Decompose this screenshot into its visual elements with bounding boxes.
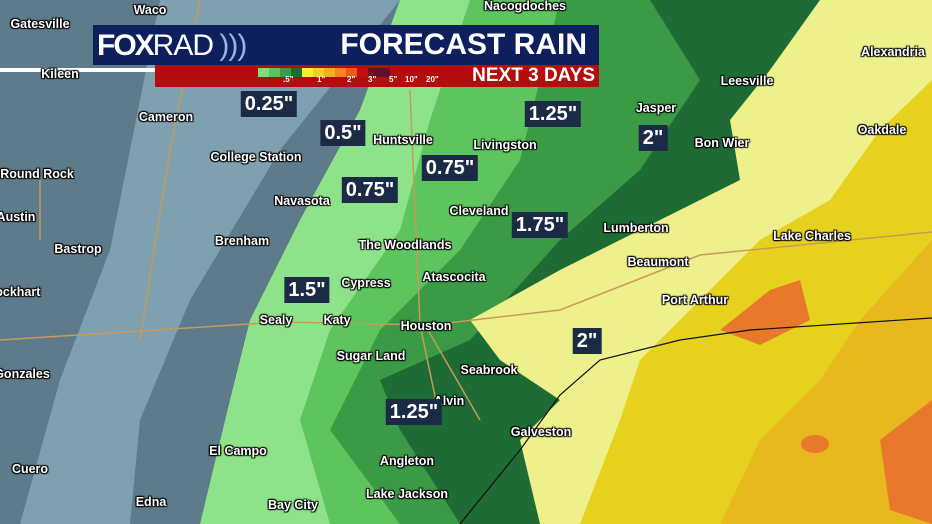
legend-swatch — [291, 68, 302, 77]
city-label: Lockhart — [0, 285, 41, 299]
rain-amount-label: 2" — [638, 125, 668, 151]
city-label: Livingston — [473, 138, 537, 152]
city-label: Sealy — [259, 313, 293, 327]
zone-west — [20, 0, 400, 524]
city-label: Gonzales — [0, 367, 50, 381]
city-label: El Campo — [209, 444, 267, 458]
coastline — [459, 317, 932, 524]
city-label: Beaumont — [627, 255, 689, 269]
rain-amount-label: 0.25" — [240, 91, 298, 117]
legend-swatch — [302, 68, 313, 77]
city-label: Navasota — [274, 194, 330, 208]
legend-swatch — [324, 68, 335, 77]
legend-swatch — [313, 68, 324, 77]
city-label: Angleton — [379, 454, 435, 468]
legend-swatch — [269, 68, 280, 77]
city-label: Bon Wier — [694, 136, 750, 150]
legend-swatch — [379, 68, 390, 77]
legend-tick: 10" — [405, 75, 418, 84]
city-label: Bastrop — [54, 242, 102, 256]
zone-orange-2 — [880, 400, 932, 524]
city-label: Cleveland — [449, 204, 509, 218]
city-label: College Station — [210, 150, 302, 164]
page-title: FORECAST RAIN — [340, 28, 587, 61]
color-scale — [258, 68, 390, 77]
legend-swatch — [258, 68, 269, 77]
foxrad-logo: FOXRAD ))) — [97, 29, 247, 63]
zone-orange-3 — [801, 435, 829, 453]
legend-tick: 5" — [389, 75, 398, 84]
zone-orange — [720, 280, 810, 345]
city-label: Lake Charles — [773, 229, 851, 243]
legend-tick: 20" — [426, 75, 439, 84]
rain-amount-label: 0.75" — [341, 177, 399, 203]
city-label: Katy — [323, 313, 351, 327]
zone-gold — [720, 240, 932, 524]
title-banner: FOXRAD ))) FORECAST RAIN — [93, 25, 599, 65]
rain-amount-label: 1.5" — [284, 277, 330, 303]
city-label: Jasper — [635, 101, 677, 115]
highway-lines — [0, 0, 932, 421]
legend-tick: 1" — [317, 75, 326, 84]
city-label: Cypress — [341, 276, 391, 290]
city-label: Bay City — [267, 498, 319, 512]
city-label: Port Arthur — [661, 293, 729, 307]
legend-tick: .5" — [283, 75, 294, 84]
banner-accent-line — [0, 68, 155, 72]
city-label: Leesville — [720, 74, 774, 88]
rain-amount-label: 0.5" — [320, 120, 366, 146]
city-label: Waco — [133, 3, 167, 17]
legend-swatch — [357, 68, 368, 77]
city-label: Lake Jackson — [366, 487, 448, 501]
rain-amount-label: 1.75" — [511, 212, 569, 238]
city-label: Huntsville — [373, 133, 433, 147]
radar-waves-icon: ))) — [219, 29, 247, 62]
rain-amount-label: 1.25" — [524, 101, 582, 127]
city-label: Seabrook — [460, 363, 518, 377]
legend-bar: .5" 1" 2" 3" 5" 10" 20" NEXT 3 DAYS — [155, 65, 599, 87]
city-label: Nacogdoches — [484, 0, 566, 13]
city-label: Kileen — [41, 67, 79, 81]
logo-fox: FOX — [97, 29, 155, 62]
rain-amount-label: 0.75" — [421, 155, 479, 181]
city-label: Galveston — [510, 425, 572, 439]
city-label: Atascocita — [422, 270, 486, 284]
legend-swatch — [346, 68, 357, 77]
city-label: Houston — [400, 319, 452, 333]
rain-amount-label: 2" — [572, 328, 602, 354]
city-label: Cameron — [138, 110, 194, 124]
legend-tick: 3" — [368, 75, 377, 84]
legend-swatch — [335, 68, 346, 77]
city-label: Alexandria — [861, 45, 925, 59]
city-label: Brenham — [214, 234, 270, 248]
rain-amount-label: 1.25" — [385, 399, 443, 425]
city-label: Oakdale — [857, 123, 907, 137]
legend-swatch — [280, 68, 291, 77]
logo-rad: RAD — [152, 29, 214, 62]
city-label: The Woodlands — [358, 238, 452, 252]
city-label: Gatesville — [10, 17, 70, 31]
city-label: Cuero — [11, 462, 49, 476]
subtitle: NEXT 3 DAYS — [472, 65, 595, 86]
city-label: Round Rock — [0, 167, 74, 181]
legend-swatch — [368, 68, 379, 77]
city-label: Austin — [0, 210, 36, 224]
city-label: Sugar Land — [336, 349, 406, 363]
city-label: Edna — [135, 495, 167, 509]
legend-tick: 2" — [347, 75, 356, 84]
city-label: Lumberton — [603, 221, 669, 235]
